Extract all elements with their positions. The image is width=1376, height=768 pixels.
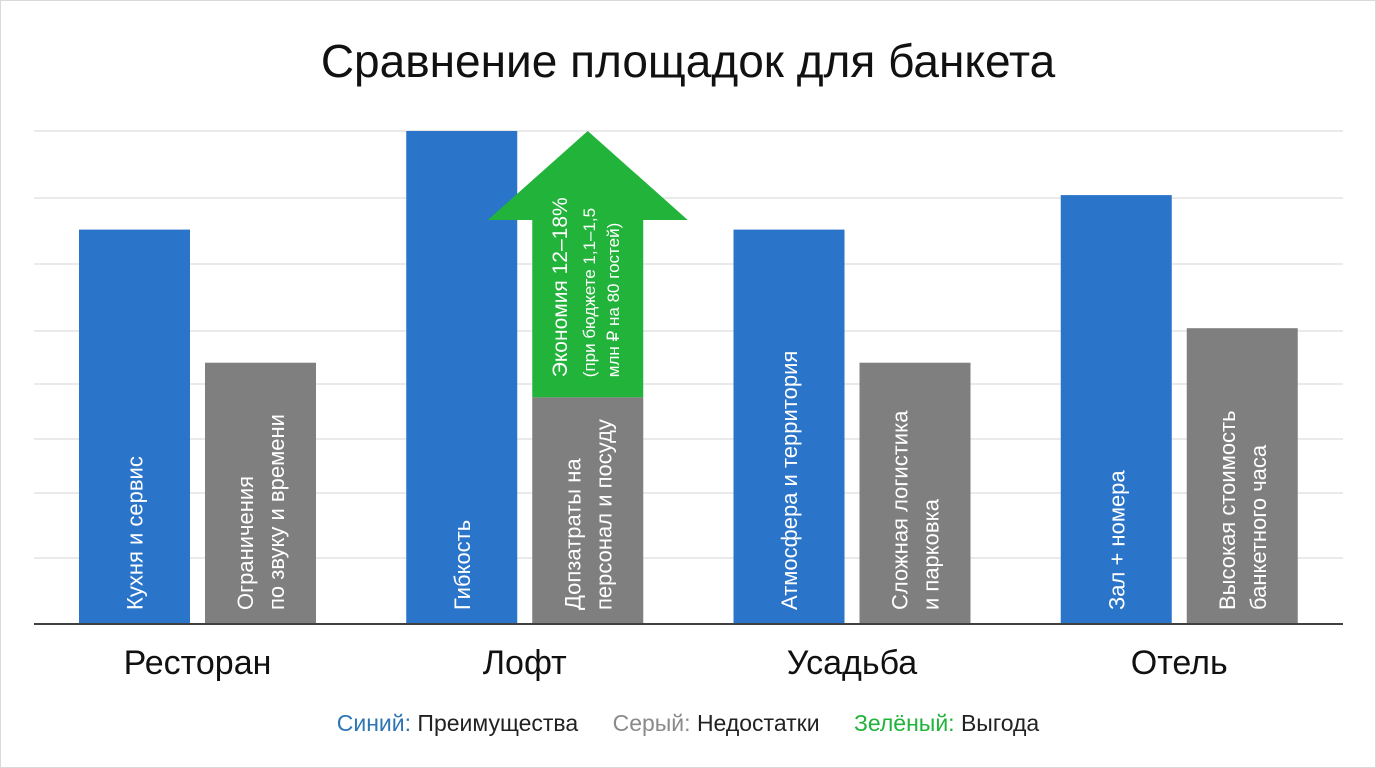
bar-label-line: Сложная логистика: [888, 410, 913, 610]
legend-key: Синий:: [336, 710, 412, 736]
bar-gray-4: [1186, 328, 1298, 624]
bar-label-line: Высокая стоимость: [1215, 410, 1240, 610]
bar-label: Гибкость: [450, 520, 475, 610]
bar-label: Атмосфера и территория: [777, 351, 802, 610]
category-label: Усадьба: [787, 644, 917, 682]
bar-label: Ограничения по звуку и времени: [233, 414, 289, 610]
legend-item-gray: Серый: Недостатки: [613, 710, 820, 736]
bar-label-line: Гибкость: [450, 520, 475, 610]
bar-label-line: Кухня и сервис: [123, 456, 148, 610]
legend-text: Выгода: [960, 710, 1040, 736]
bar-label-line: Атмосфера и территория: [777, 351, 802, 610]
arrow-label: Экономия 12–18% (при бюджете 1,1–1,5 млн ₽…: [549, 197, 623, 377]
bar-gray-3: [859, 362, 971, 624]
bar-label-line: Ограничения: [233, 476, 258, 610]
legend-item-green: Зелёный: Выгода: [854, 710, 1039, 736]
category-label: Ресторан: [124, 644, 272, 682]
bar-blue-4: [1060, 195, 1172, 624]
bar-label-line: персонал и посуду: [591, 419, 616, 610]
bar-label: Кухня и сервис: [123, 456, 148, 610]
bar-blue-1: [79, 229, 190, 624]
category-label: Лофт: [483, 644, 567, 682]
savings-arrow: [487, 131, 688, 398]
legend-key: Зелёный:: [853, 710, 955, 736]
chart-title: Сравнение площадок для банкета: [320, 35, 1056, 87]
bar-label-line: банкетного часа: [1246, 444, 1271, 610]
bar-label-line: и парковка: [919, 498, 944, 610]
legend-text: Недостатки: [696, 710, 820, 736]
bar-gray-2: [532, 397, 644, 624]
bar-label: Допзатраты на персонал и посуду: [560, 419, 616, 610]
category-label: Отель: [1131, 644, 1228, 682]
legend-text: Преимущества: [417, 710, 579, 736]
bar-label-line: по звуку и времени: [264, 414, 289, 610]
arrow-label-line: млн ₽ на 80 гостей): [604, 223, 623, 377]
arrow-label-line: (при бюджете 1,1–1,5: [580, 208, 599, 377]
bar-label-line: Допзатраты на: [560, 458, 585, 610]
bar-blue-3: [733, 229, 845, 624]
bar-label: Зал + номера: [1104, 470, 1129, 610]
legend: Синий: Преимущества Серый: Недостатки Зе…: [0, 710, 1376, 737]
arrow-label-line: Экономия 12–18%: [549, 197, 572, 377]
legend-key: Серый:: [612, 710, 691, 736]
bar-label: Сложная логистика и парковка: [888, 410, 944, 610]
bar-label-line: Зал + номера: [1104, 470, 1129, 610]
legend-item-blue: Синий: Преимущества: [337, 710, 578, 736]
bar-gray-1: [205, 362, 316, 624]
bar-label: Высокая стоимость банкетного часа: [1215, 410, 1271, 610]
